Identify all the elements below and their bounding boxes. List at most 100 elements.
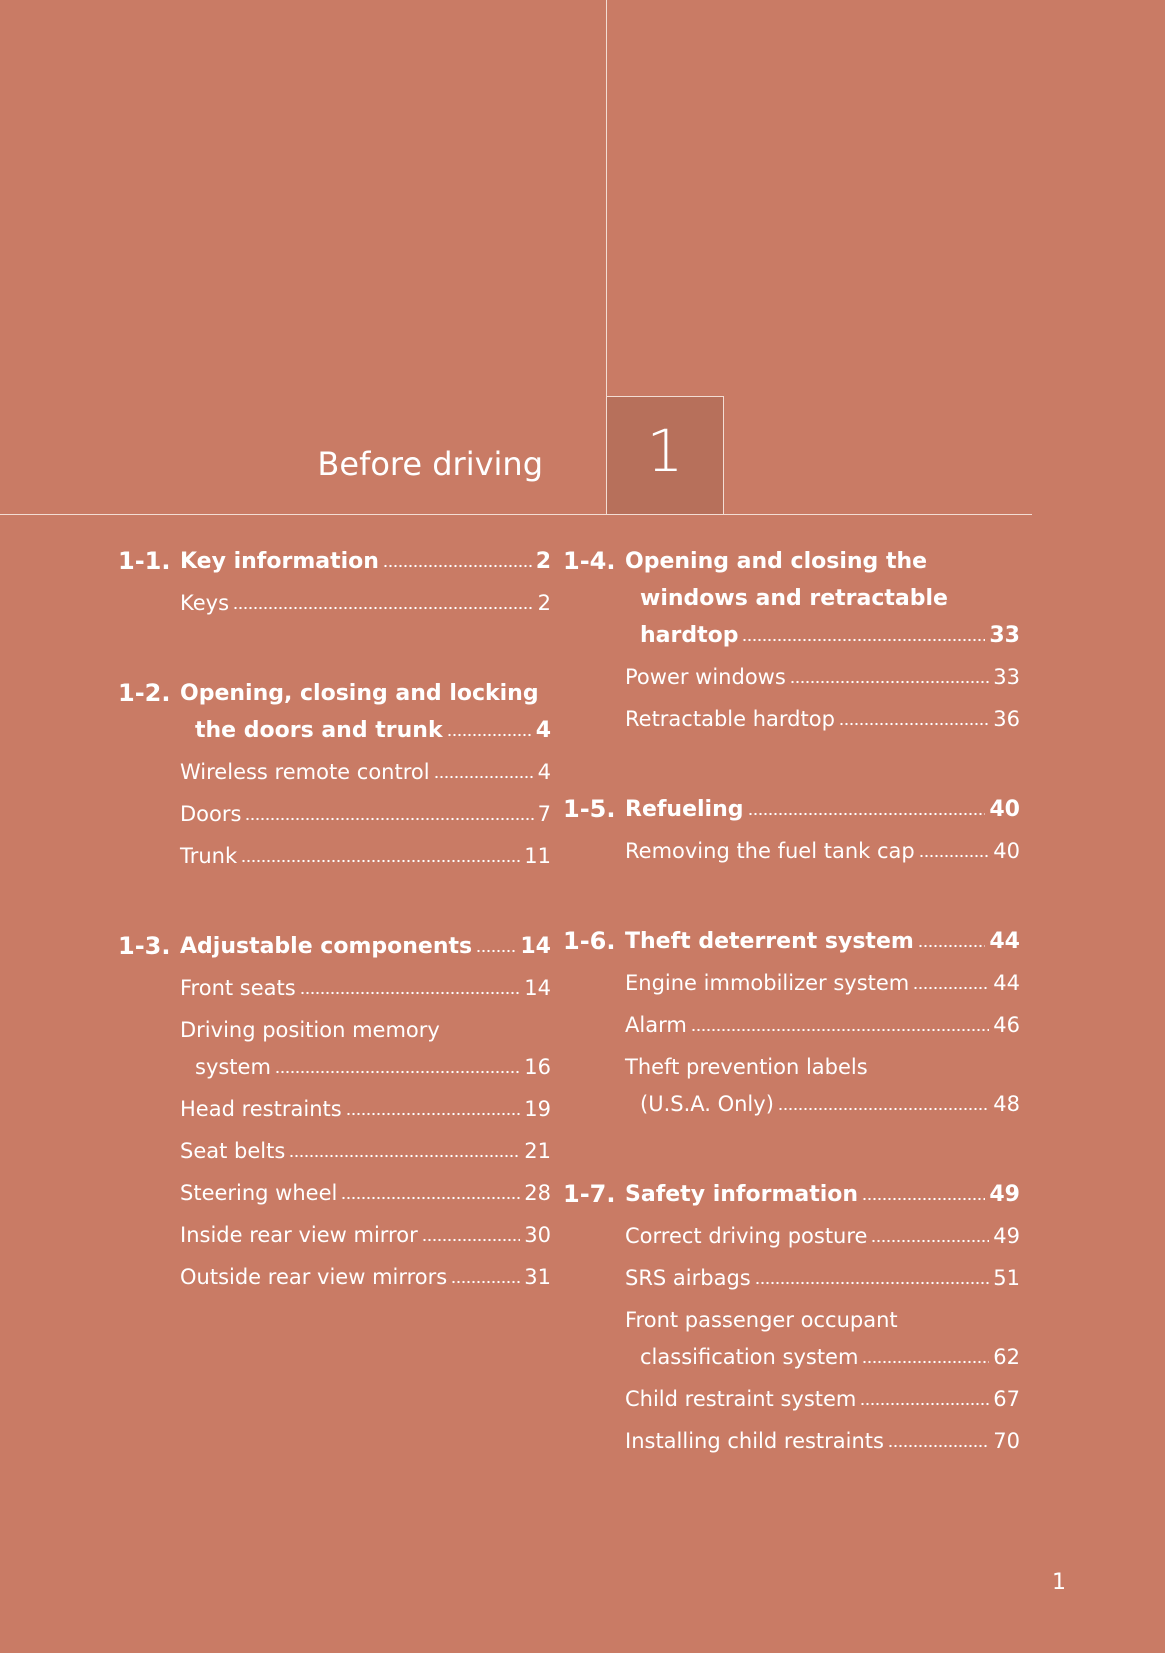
toc-page-number: 4	[535, 718, 551, 743]
toc-line: Trunk 11	[180, 838, 551, 875]
divider-vertical	[606, 0, 607, 515]
toc-entry[interactable]: Front passenger occupant classification s…	[625, 1302, 1020, 1376]
toc-page-number: 48	[993, 1092, 1020, 1116]
toc-text: system	[195, 1055, 271, 1079]
toc-entry[interactable]: Inside rear view mirror 30	[180, 1217, 551, 1254]
toc-text: Doors	[180, 802, 242, 826]
dot-leader	[887, 1440, 990, 1448]
toc-entry[interactable]: Driving position memory system 16	[180, 1012, 551, 1086]
toc-text: the doors and trunk	[195, 718, 443, 743]
toc-entry[interactable]: Doors 7	[180, 796, 551, 833]
dot-leader	[777, 1103, 990, 1111]
toc-page-number: 40	[993, 839, 1020, 863]
section-heading[interactable]: Refueling 40	[625, 791, 1020, 828]
toc-line: Steering wheel 28	[180, 1175, 551, 1212]
toc-line: Outside rear view mirrors 31	[180, 1259, 551, 1296]
toc-text: Outside rear view mirrors	[180, 1265, 448, 1289]
dot-leader	[446, 729, 532, 737]
section-heading[interactable]: Opening, closing and locking the doors an…	[180, 675, 551, 749]
toc-text: Safety information	[625, 1182, 859, 1207]
dot-leader	[747, 808, 986, 816]
toc-entry[interactable]: Trunk 11	[180, 838, 551, 875]
toc-section[interactable]: 1-2. Opening, closing and locking the door…	[118, 675, 551, 880]
toc-entry[interactable]: Keys 2	[180, 585, 551, 622]
toc-section[interactable]: 1-5. Refueling 40 Removing the fuel tank ca…	[563, 791, 1020, 875]
toc-section[interactable]: 1-7. Safety information 49 Correct driving …	[563, 1176, 1020, 1465]
toc-page-number: 31	[524, 1265, 551, 1289]
dot-leader	[241, 855, 521, 863]
toc-entry[interactable]: Front seats 14	[180, 970, 551, 1007]
dot-leader	[862, 1356, 990, 1364]
toc-entry[interactable]: Removing the fuel tank cap 40	[625, 833, 1020, 870]
toc-line: Alarm 46	[625, 1007, 1020, 1044]
toc-text: Trunk	[180, 844, 238, 868]
section-number: 1-6.	[563, 927, 616, 955]
toc-entry[interactable]: Seat belts 21	[180, 1133, 551, 1170]
section-heading[interactable]: Safety information 49	[625, 1176, 1020, 1213]
page-number: 1	[1052, 1570, 1066, 1595]
toc-page-number: 14	[524, 976, 551, 1000]
toc-page-number: 2	[535, 549, 551, 574]
dot-leader	[245, 813, 534, 821]
toc-page-number: 44	[993, 971, 1020, 995]
toc-entry[interactable]: Power windows 33	[625, 659, 1020, 696]
toc-section[interactable]: 1-1. Key information 2 Keys 2	[118, 543, 551, 627]
toc-page-number: 30	[524, 1223, 551, 1247]
toc-entry[interactable]: SRS airbags 51	[625, 1260, 1020, 1297]
toc-page-number: 46	[993, 1013, 1020, 1037]
toc-page-number: 51	[993, 1266, 1020, 1290]
toc-entry[interactable]: Retractable hardtop 36	[625, 701, 1020, 738]
dot-leader	[917, 940, 986, 948]
toc-line: Installing child restraints 70	[625, 1423, 1020, 1460]
toc-entry[interactable]: Engine immobilizer system 44	[625, 965, 1020, 1002]
toc-section[interactable]: 1-3. Adjustable components 14 Front seats 14…	[118, 928, 551, 1301]
toc-line: (U.S.A. Only) 48	[625, 1086, 1020, 1123]
toc-text: (U.S.A. Only)	[640, 1092, 774, 1116]
section-heading[interactable]: Theft deterrent system 44	[625, 923, 1020, 960]
toc-section[interactable]: 1-6. Theft deterrent system 44 Engine immob…	[563, 923, 1020, 1128]
dot-leader	[476, 945, 517, 953]
toc-text: Seat belts	[180, 1139, 286, 1163]
toc-text: Theft prevention labels	[625, 1055, 868, 1079]
toc-page-number: 19	[524, 1097, 551, 1121]
toc-entry[interactable]: Steering wheel 28	[180, 1175, 551, 1212]
toc-entry[interactable]: Correct driving posture 49	[625, 1218, 1020, 1255]
toc-entry[interactable]: Outside rear view mirrors 31	[180, 1259, 551, 1296]
dot-leader	[690, 1024, 990, 1032]
section-number: 1-3.	[118, 932, 171, 960]
toc-text: Opening and closing the	[625, 549, 928, 574]
toc-entry[interactable]: Installing child restraints 70	[625, 1423, 1020, 1460]
section-heading[interactable]: Opening and closing the windows and retra…	[625, 543, 1020, 654]
section-number: 1-4.	[563, 547, 616, 575]
toc-section[interactable]: 1-4. Opening and closing the windows and r…	[563, 543, 1020, 743]
dot-leader	[421, 1234, 521, 1242]
toc-line: Child restraint system 67	[625, 1381, 1020, 1418]
toc-text: Retractable hardtop	[625, 707, 835, 731]
toc-entry[interactable]: Wireless remote control 4	[180, 754, 551, 791]
toc-page-number: 62	[993, 1345, 1020, 1369]
dot-leader	[838, 718, 990, 726]
section-heading[interactable]: Adjustable components 14	[180, 928, 551, 965]
toc-entry[interactable]: Alarm 46	[625, 1007, 1020, 1044]
toc-line: Removing the fuel tank cap 40	[625, 833, 1020, 870]
toc-entry[interactable]: Child restraint system 67	[625, 1381, 1020, 1418]
dot-leader	[871, 1235, 990, 1243]
toc-text: Key information	[180, 549, 379, 574]
toc-line: Front passenger occupant	[625, 1302, 1020, 1339]
dot-leader	[341, 1192, 521, 1200]
toc-line: classification system 62	[625, 1339, 1020, 1376]
toc-line: Inside rear view mirror 30	[180, 1217, 551, 1254]
toc-line: Correct driving posture 49	[625, 1218, 1020, 1255]
toc-text: Power windows	[625, 665, 786, 689]
toc-entry[interactable]: Head restraints 19	[180, 1091, 551, 1128]
toc-page-number: 33	[989, 623, 1020, 648]
section-number: 1-2.	[118, 679, 171, 707]
toc-text: Adjustable components	[180, 934, 473, 959]
toc-line: Doors 7	[180, 796, 551, 833]
dot-leader	[289, 1150, 521, 1158]
toc-page-number: 44	[989, 929, 1020, 954]
section-heading[interactable]: Key information 2	[180, 543, 551, 580]
toc-entry[interactable]: Theft prevention labels (U.S.A. Only) 48	[625, 1049, 1020, 1123]
toc-page-number: 2	[537, 591, 551, 615]
toc-line: Keys 2	[180, 585, 551, 622]
